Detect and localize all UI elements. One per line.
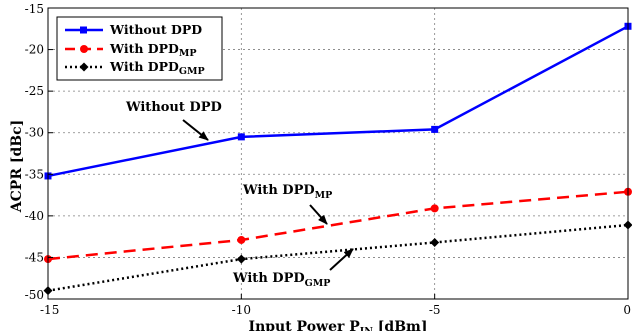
legend-label-with-dpd-mp-sub: MP (179, 48, 197, 59)
tick-labels: -15 -10 -5 0-15-20-25-30-35-40-45-50 (25, 2, 631, 317)
annotation-arrow (329, 248, 354, 271)
legend-label-with-dpd-gmp: With DPD (109, 59, 179, 74)
svg-text:With DPDGMP: With DPDGMP (232, 271, 330, 289)
annotation-with-dpd-gmp: With DPDGMP (232, 248, 354, 289)
series-layer (43, 22, 632, 296)
y-axis-label: ACPR [dBc] (9, 120, 25, 213)
legend-marker-square (80, 26, 87, 34)
legend-label-with-dpd-mp: With DPD (109, 41, 179, 56)
plot-frame (47, 7, 629, 300)
y-tick-label: -35 (25, 167, 44, 181)
data-point (431, 125, 439, 133)
series-line (47, 25, 629, 178)
data-point (430, 237, 440, 247)
legend-entry-with-dpd-gmp: With DPDGMP (65, 59, 205, 77)
svg-text:Without DPD: Without DPD (109, 22, 202, 37)
x-axis-label-sub: IN (360, 326, 373, 331)
x-axis-label-tail: [dBm] (373, 319, 428, 331)
svg-text:Without DPD: Without DPD (125, 100, 222, 115)
x-axis-label: Input Power PIN [dBm] (249, 319, 428, 331)
y-tick-label: -15 (25, 2, 44, 16)
series-line (47, 223, 629, 292)
x-tick-label: -15 (40, 303, 59, 317)
legend-label-with-dpd-gmp-sub: GMP (179, 66, 205, 77)
y-tick-label: -45 (25, 250, 44, 264)
x-axis-label-main: Input Power P (249, 319, 361, 331)
series-3 (43, 220, 632, 296)
legend-label-without-dpd: Without DPD (109, 22, 202, 37)
svg-text:With DPDMP: With DPDMP (109, 41, 197, 59)
annotation-with-dpd-mp-label: With DPD (242, 183, 315, 198)
x-tick-label: -10 (232, 303, 251, 317)
annotation-without-dpd-label: Without DPD (125, 100, 222, 115)
annotation-arrow (182, 119, 209, 141)
y-tick-label: -30 (25, 126, 44, 140)
legend-entry-without-dpd: Without DPD (65, 22, 202, 37)
data-point (430, 204, 439, 213)
annotation-arrow (309, 204, 328, 225)
series-line (47, 190, 629, 261)
data-point (237, 133, 245, 141)
annotation-with-dpd-mp: With DPDMP (242, 183, 332, 225)
legend: Without DPD With DPDMP With DPDGMP (56, 16, 223, 81)
svg-text:With DPDMP: With DPDMP (242, 183, 332, 201)
annotation-with-dpd-mp-sub: MP (315, 190, 333, 201)
x-tick-label: 0 (623, 303, 631, 317)
annotation-with-dpd-gmp-sub: GMP (305, 278, 331, 289)
data-point (236, 254, 246, 264)
y-tick-label: -25 (25, 84, 44, 98)
legend-marker-diamond (79, 62, 89, 72)
y-tick-label: -20 (25, 43, 44, 57)
y-tick-label: -40 (25, 209, 44, 223)
y-tick-label: -50 (25, 288, 44, 302)
data-point (237, 235, 246, 244)
svg-text:With DPDGMP: With DPDGMP (109, 59, 205, 77)
x-tick-label: -5 (429, 303, 441, 317)
annotation-with-dpd-gmp-label: With DPD (232, 271, 305, 286)
legend-entry-with-dpd-mp: With DPDMP (65, 41, 197, 59)
annotation-without-dpd: Without DPD (125, 100, 222, 141)
series-2 (44, 187, 632, 264)
legend-marker-circle (80, 45, 88, 53)
